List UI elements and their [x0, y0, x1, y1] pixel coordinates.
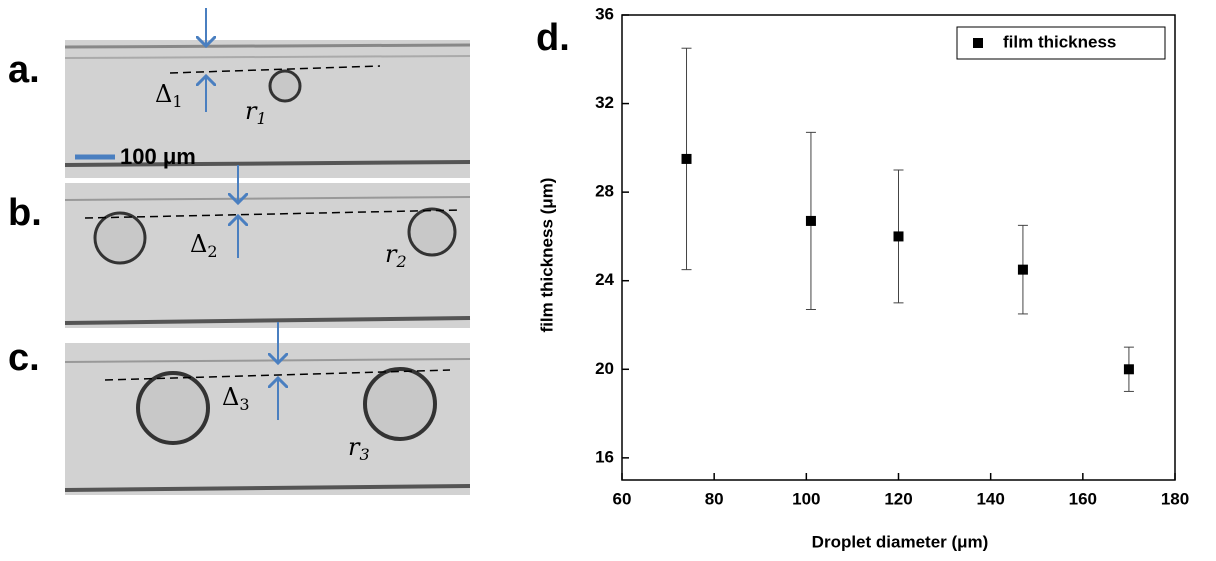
y-tick-label: 36 [595, 4, 614, 23]
scale-bar-label: 100 μm [120, 144, 196, 169]
micrograph-c [64, 322, 471, 495]
x-tick-label: 80 [705, 489, 724, 508]
symbol: Δ [222, 383, 239, 411]
legend-box [956, 26, 1166, 60]
panel-label: d. [536, 17, 570, 59]
legend-label: film thickness [1003, 32, 1116, 51]
point [1017, 264, 1028, 275]
x-tick-label: 140 [976, 489, 1004, 508]
symbol-label: r2 [385, 240, 407, 271]
symbol-label: r3 [348, 433, 370, 464]
x-tick-label: 120 [884, 489, 912, 508]
symbol-label: r1 [245, 97, 267, 128]
point [893, 231, 904, 242]
y-tick-label: 28 [595, 182, 614, 201]
micrograph-b [64, 165, 471, 328]
symbol: Δ [190, 230, 207, 258]
subscript: 2 [395, 252, 406, 271]
micrograph-a [64, 8, 471, 178]
x-tick-label: 180 [1161, 489, 1189, 508]
point [805, 215, 816, 226]
point [681, 153, 692, 164]
subscript: 2 [207, 242, 217, 261]
y-tick-label: 32 [595, 93, 614, 112]
panel-label: c. [8, 337, 40, 379]
y-tick-label: 16 [595, 447, 614, 466]
panel-label: a. [8, 49, 40, 91]
subscript: 1 [172, 92, 182, 111]
symbol-label: Δ1 [155, 80, 183, 111]
legend-marker [973, 38, 983, 48]
y-tick-label: 20 [595, 359, 614, 378]
symbol: Δ [155, 80, 172, 108]
x-tick-label: 60 [613, 489, 632, 508]
subscript: 3 [359, 445, 369, 464]
panel-label: b. [8, 192, 42, 234]
symbol-label: Δ3 [222, 383, 250, 414]
x-axis-label: Droplet diameter (μm) [812, 532, 989, 551]
symbol: r [348, 433, 361, 461]
subscript: 3 [239, 395, 249, 414]
y-axis-label: film thickness (μm) [537, 178, 556, 333]
y-tick-label: 24 [595, 270, 614, 289]
point [1123, 364, 1134, 375]
symbol: r [245, 97, 258, 125]
symbol-label: Δ2 [190, 230, 218, 261]
symbol: r [385, 240, 398, 268]
subscript: 1 [256, 109, 266, 128]
x-tick-label: 100 [792, 489, 820, 508]
x-tick-label: 160 [1069, 489, 1097, 508]
